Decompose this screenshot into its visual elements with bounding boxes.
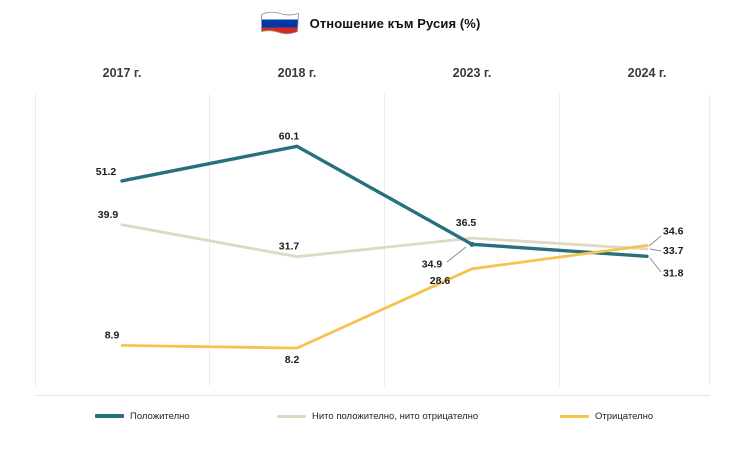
legend-swatch-negative <box>560 414 589 418</box>
legend-label-negative: Отрицателно <box>595 410 654 422</box>
x-tick-2017: 2017 г. <box>102 66 142 80</box>
svg-text:31.7: 31.7 <box>279 241 300 253</box>
svg-text:33.7: 33.7 <box>663 245 684 257</box>
svg-text:8.9: 8.9 <box>105 329 120 341</box>
russia-flag-icon <box>260 11 299 35</box>
svg-text:34.6: 34.6 <box>663 225 684 237</box>
svg-text:28.6: 28.6 <box>430 275 451 287</box>
legend-label-neutral: Нито положително, нито отрицателно <box>312 410 479 422</box>
legend-swatch-positive <box>95 414 124 418</box>
svg-text:31.8: 31.8 <box>663 267 684 279</box>
svg-text:39.9: 39.9 <box>98 209 119 221</box>
svg-text:34.9: 34.9 <box>422 258 443 270</box>
svg-text:8.2: 8.2 <box>285 354 300 366</box>
legend-label-positive: Положително <box>130 410 190 422</box>
x-tick-2023: 2023 г. <box>452 66 492 80</box>
legend-item-neutral: Нито положително, нито отрицателно <box>277 408 478 424</box>
svg-text:51.2: 51.2 <box>96 166 117 178</box>
legend-item-negative: Отрицателно <box>560 408 653 424</box>
svg-text:36.5: 36.5 <box>456 217 477 229</box>
x-tick-2018: 2018 г. <box>277 66 317 80</box>
legend-item-positive: Положително <box>95 408 190 424</box>
chart-legend: Положително Нито положително, нито отриц… <box>0 408 740 428</box>
svg-text:60.1: 60.1 <box>279 130 300 142</box>
legend-swatch-neutral <box>277 414 306 418</box>
chart-title: Отношение към Русия (%) <box>309 15 481 31</box>
chart-header: Отношение към Русия (%) <box>0 6 740 40</box>
x-tick-2024: 2024 г. <box>627 66 667 80</box>
